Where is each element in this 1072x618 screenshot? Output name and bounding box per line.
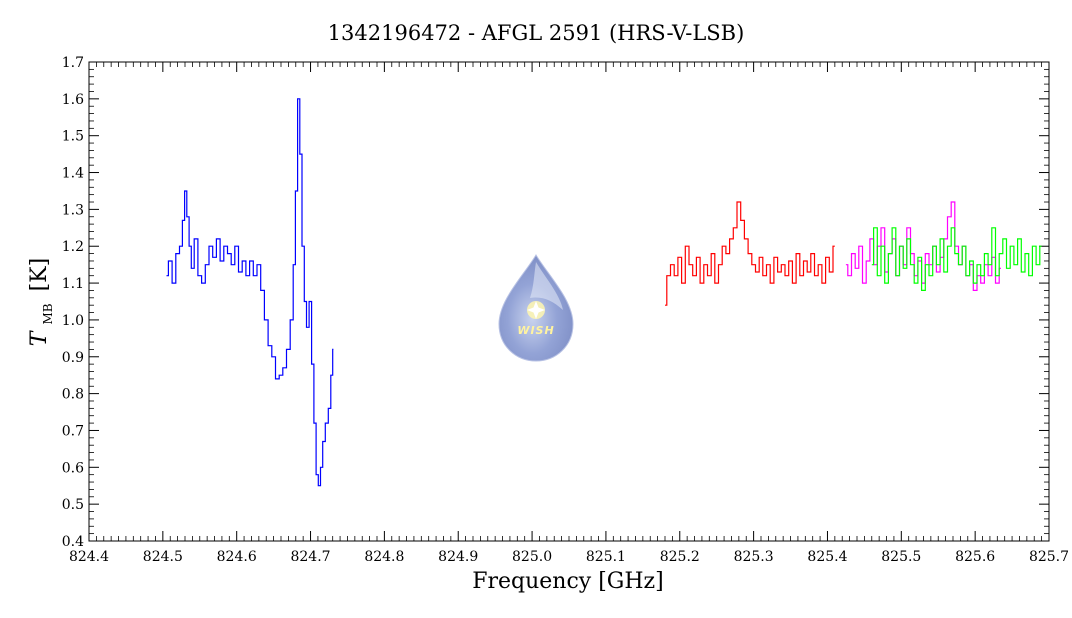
y-tick-label: 0.9 (62, 350, 84, 366)
x-tick-label: 825.0 (512, 549, 552, 565)
x-tick-label: 825.2 (660, 549, 700, 565)
logo-text: WISH (517, 324, 554, 337)
series-line-1 (166, 98, 334, 487)
drop-highlight (530, 262, 563, 310)
star-icon (527, 301, 545, 319)
x-tick-label: 824.9 (438, 549, 478, 565)
chart-title: 1342196472 - AFGL 2591 (HRS-V-LSB) (328, 21, 745, 45)
y-tick-label: 1.0 (62, 313, 84, 329)
y-tick-label: 1.6 (62, 92, 84, 108)
series-group (166, 98, 1042, 487)
x-tick-label: 825.6 (955, 549, 995, 565)
series-line-4 (871, 227, 1042, 291)
wish-logo: WISH (498, 254, 574, 362)
x-tick-labels: 824.4 824.5 824.6 824.7 824.8 824.9 825.0 825.1… (69, 549, 1069, 565)
y-tick-label: 0.4 (62, 534, 84, 550)
y-tick-label: 0.7 (62, 423, 84, 439)
y-tick-label: 0.6 (62, 460, 84, 476)
y-tick-label: 1.2 (62, 239, 84, 255)
series-line-2 (665, 201, 835, 306)
y-tick-labels: 0.4 0.5 0.6 0.7 0.8 0.9 1.0 1.1 1.2 1.3 1.4 1.5 1.6 1… (62, 55, 84, 550)
x-tick-label: 825.5 (881, 549, 921, 565)
x-tick-label: 824.7 (290, 549, 330, 565)
x-tick-label: 824.5 (143, 549, 183, 565)
x-tick-label: 825.1 (586, 549, 626, 565)
y-tick-label: 0.8 (62, 387, 84, 403)
y-tick-label: 1.7 (62, 55, 84, 71)
x-axis-title: Frequency [GHz] (472, 569, 664, 594)
y-axis-title-unit: [K] (27, 258, 52, 292)
x-tick-label: 825.3 (734, 549, 774, 565)
y-axis-title-sub: MB (41, 303, 55, 324)
y-tick-label: 1.3 (62, 202, 84, 218)
x-tick-label: 825.7 (1029, 549, 1069, 565)
x-tick-label: 824.8 (364, 549, 404, 565)
y-tick-label: 1.1 (62, 276, 84, 292)
x-tick-label: 825.4 (807, 549, 847, 565)
y-axis-title: T MB [K] (27, 258, 58, 346)
series-line-3 (845, 201, 1001, 291)
y-axis-title-main: T (27, 329, 52, 346)
y-tick-label: 0.5 (62, 497, 84, 513)
x-tick-label: 824.6 (217, 549, 257, 565)
y-tick-label: 1.5 (62, 129, 84, 145)
tick-marks (88, 61, 1050, 542)
y-tick-label: 1.4 (62, 166, 84, 182)
plot-frame (88, 61, 1050, 542)
x-tick-label: 824.4 (69, 549, 109, 565)
